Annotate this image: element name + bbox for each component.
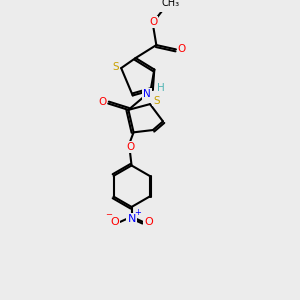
Text: N: N xyxy=(143,89,151,99)
Text: O: O xyxy=(149,17,158,27)
Text: O: O xyxy=(110,217,119,227)
Text: S: S xyxy=(153,96,160,106)
Text: O: O xyxy=(126,142,134,152)
Text: CH₃: CH₃ xyxy=(162,0,180,8)
Text: O: O xyxy=(98,97,106,107)
Text: O: O xyxy=(178,44,186,54)
Text: +: + xyxy=(134,208,141,217)
Text: O: O xyxy=(144,217,153,227)
Text: N: N xyxy=(128,214,136,224)
Text: −: − xyxy=(105,210,112,219)
Text: S: S xyxy=(113,62,119,72)
Text: H: H xyxy=(157,83,165,93)
